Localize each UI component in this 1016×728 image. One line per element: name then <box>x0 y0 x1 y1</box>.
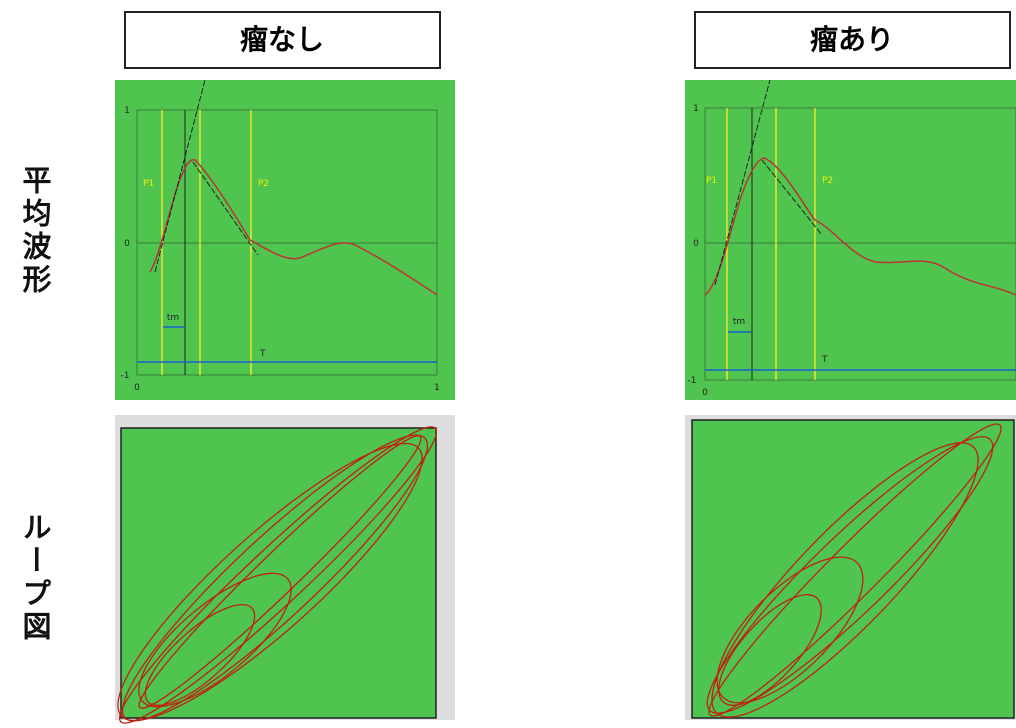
label: T <box>821 355 828 365</box>
tick-label: 0 <box>693 239 699 249</box>
column-title: 瘤なし <box>240 23 324 56</box>
tangent <box>714 79 771 286</box>
column-title: 瘤あり <box>810 23 894 56</box>
tangent <box>192 161 259 256</box>
loop-frame <box>691 419 1015 719</box>
label: tm <box>167 313 179 323</box>
tick-label: 0 <box>124 239 130 249</box>
tick-label: 1 <box>693 104 699 114</box>
label: P1 <box>143 179 154 189</box>
plot-bg <box>685 80 1016 400</box>
tick-label: -1 <box>121 371 130 381</box>
header-box <box>694 11 1011 69</box>
row-label: ループ図 <box>18 512 52 644</box>
row-label: 平均波形 <box>18 165 52 297</box>
tick-label: 0 <box>134 383 140 393</box>
tick-label: 0 <box>702 388 708 398</box>
plot-bg <box>115 80 455 400</box>
label: P1 <box>706 176 717 186</box>
label: T <box>259 349 266 359</box>
plot-frame <box>704 107 1016 381</box>
label: P2 <box>258 179 269 189</box>
tick-label: 1 <box>434 383 440 393</box>
tick-label: -1 <box>688 376 697 386</box>
tick-label: 1 <box>124 106 130 116</box>
header-box <box>124 11 441 69</box>
loop-curves <box>117 426 438 724</box>
tangent <box>154 79 206 273</box>
waveform <box>704 157 1016 296</box>
tangent <box>761 159 823 236</box>
label: tm <box>733 317 745 327</box>
loop-curves <box>706 423 1002 718</box>
label: P2 <box>822 176 833 186</box>
